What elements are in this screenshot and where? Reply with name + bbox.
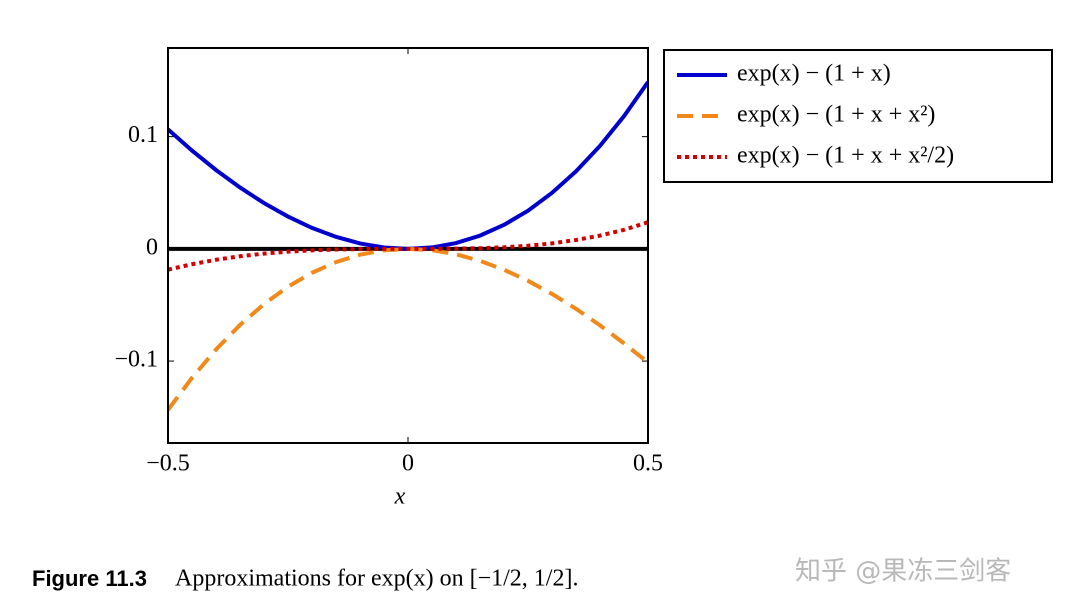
x-tick-label: −0.5 <box>146 451 190 477</box>
series-line <box>168 220 648 272</box>
caption: Approximations for exp(x) on [−1/2, 1/2]… <box>175 566 578 592</box>
legend-box <box>663 49 1053 183</box>
legend-label: exp(x) − (1 + x + x²/2) <box>737 143 954 169</box>
y-tick-label: 0.1 <box>128 122 158 148</box>
legend-label: exp(x) − (1 + x + x²) <box>737 102 935 128</box>
x-tick-label: 0 <box>402 451 414 477</box>
y-tick-label: −0.1 <box>114 347 158 373</box>
caption-label: Figure 11.3 <box>32 566 147 591</box>
series-line <box>168 80 648 251</box>
watermark: 知乎 @果冻三剑客 <box>795 557 1011 587</box>
y-tick-label: 0 <box>146 234 158 260</box>
x-axis-label: x <box>394 484 406 510</box>
plot-frame <box>167 47 649 444</box>
series-line <box>168 246 648 412</box>
x-tick-label: 0.5 <box>633 451 663 477</box>
legend-label: exp(x) − (1 + x) <box>737 61 891 87</box>
